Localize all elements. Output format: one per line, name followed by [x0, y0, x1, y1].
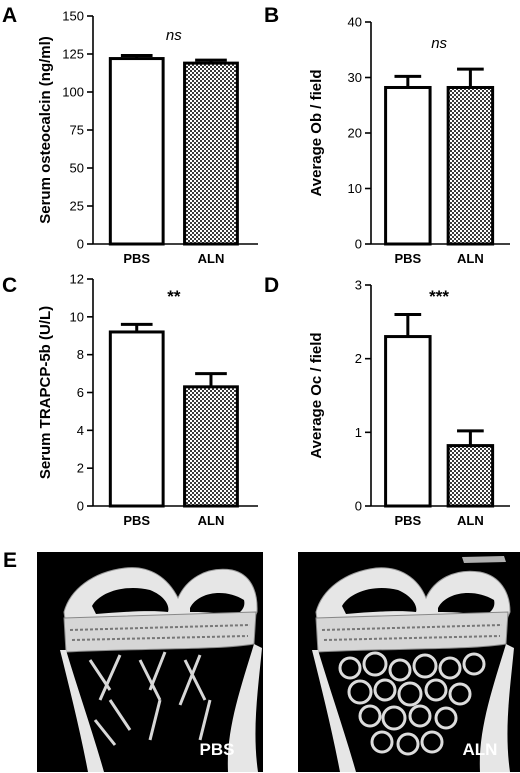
y-tick-label: 100	[62, 85, 84, 100]
x-category-label: ALN	[198, 251, 225, 266]
y-tick-label: 125	[62, 47, 84, 62]
x-category-label: ALN	[457, 251, 484, 266]
y-tick-label: 10	[70, 309, 84, 324]
bar-pbs	[384, 85, 432, 246]
significance-label: ***	[429, 287, 449, 306]
error-bar-pbs	[120, 322, 153, 332]
significance-label: ns	[166, 27, 182, 44]
y-tick-label: 2	[355, 351, 362, 366]
y-tick-label: 8	[77, 347, 84, 362]
error-bar-aln	[457, 67, 484, 88]
panel-letter-c: C	[2, 274, 17, 297]
bar-aln	[446, 444, 495, 508]
bar-chart-a: A 0 25 50 75 100 125 150 Serum osteocalcin (ng/m…	[2, 4, 258, 266]
x-category-label: PBS	[394, 251, 421, 266]
panel-letter-e: E	[3, 549, 17, 572]
error-bar-pbs	[394, 312, 422, 337]
bar-chart-c: C 0 2 4 6 8 10 12 Serum TRAPCP-5b (U/L) PBS ALN **	[2, 272, 258, 528]
y-tick-label: 1	[355, 425, 362, 440]
microct-image-aln	[298, 552, 520, 772]
y-tick-label: 10	[348, 181, 362, 196]
y-tick-label: 12	[70, 272, 84, 287]
bar-pbs	[108, 330, 165, 508]
panel-letter-d: D	[264, 274, 279, 297]
y-tick-label: 0	[355, 237, 362, 252]
y-tick-label: 3	[355, 278, 362, 293]
significance-label: **	[167, 287, 181, 306]
y-tick-label: 0	[355, 499, 362, 514]
x-category-label: PBS	[123, 251, 150, 266]
x-category-label: ALN	[198, 513, 225, 528]
y-tick-label: 30	[348, 70, 362, 85]
error-bar-aln	[457, 429, 484, 446]
x-category-label: PBS	[394, 513, 421, 528]
x-category-label: ALN	[457, 513, 484, 528]
x-category-label: PBS	[123, 513, 150, 528]
y-tick-label: 0	[77, 237, 84, 252]
y-tick-label: 20	[348, 126, 362, 141]
y-tick-label: 75	[70, 123, 84, 138]
panel-letter-b: B	[264, 4, 279, 27]
error-bar-pbs	[120, 54, 153, 59]
bar-aln	[446, 85, 495, 246]
y-tick-label: 50	[70, 161, 84, 176]
y-tick-label: 40	[348, 15, 362, 30]
bar-aln	[183, 61, 239, 246]
panel-letter-a: A	[2, 4, 17, 27]
y-tick-label: 25	[70, 199, 84, 214]
y-tick-label: 4	[77, 423, 84, 438]
image-label-aln: ALN	[463, 740, 498, 759]
y-tick-label: 6	[77, 385, 84, 400]
significance-label: ns	[431, 35, 447, 52]
bar-chart-d: D 0 1 2 3 Average Oc / field PBS ALN ***	[264, 274, 510, 528]
image-label-pbs: PBS	[200, 740, 235, 759]
error-bar-pbs	[394, 74, 422, 88]
y-axis-title: Serum osteocalcin (ng/ml)	[37, 36, 54, 224]
y-axis-title: Average Oc / field	[308, 332, 325, 458]
y-axis-title: Average Ob / field	[308, 70, 325, 197]
y-tick-label: 0	[77, 499, 84, 514]
bar-pbs	[108, 57, 165, 246]
error-bar-aln	[195, 372, 227, 387]
error-bar-aln	[195, 58, 227, 64]
y-axis-title: Serum TRAPCP-5b (U/L)	[37, 306, 54, 479]
microct-image-pbs	[37, 552, 263, 772]
y-tick-label: 150	[62, 9, 84, 24]
bar-chart-b: B 0 10 20 30 40 Average Ob / field PBS ALN ns	[264, 4, 510, 266]
panel-e: E PBS	[3, 549, 520, 772]
y-tick-label: 2	[77, 461, 84, 476]
bar-aln	[183, 385, 239, 508]
bar-pbs	[384, 335, 432, 508]
